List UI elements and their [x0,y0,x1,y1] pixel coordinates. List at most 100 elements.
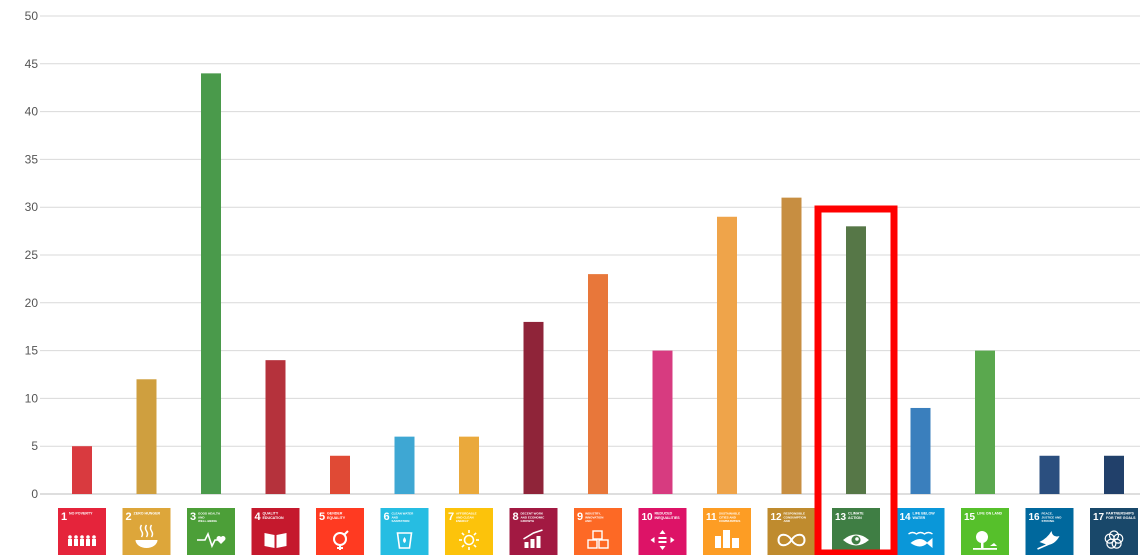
bar-goal-4 [265,360,286,494]
bar-goal-2 [136,379,157,494]
bar-goal-12 [781,197,802,494]
sdg-tile-background [961,508,1009,555]
buildings-icon [715,530,739,548]
bar-goal-6 [394,436,415,494]
family-icon [68,535,96,546]
sdg-tile-title-line: LIFE BELOW [913,512,936,516]
sdg-tile-1: 1 NO POVERTY [58,508,106,555]
sdg-tile-number: 5 [319,511,325,523]
sdg-tile-title-line: CITIES AND [719,515,737,519]
bar-goal-16 [1039,455,1060,494]
highlight-box [814,205,898,555]
sdg-tile-number: 11 [706,512,717,523]
growth-chart-icon [523,529,543,548]
y-tick-label-25: 25 [25,248,39,262]
sdg-tile-background [767,508,816,555]
fish-icon [908,531,933,548]
sdg-tile-number: 15 [964,512,976,523]
sdg-tile-number: 8 [513,511,519,523]
bars [72,73,1124,495]
y-axis-tick-labels: 0 5 10 15 20 25 30 35 40 45 50 [25,9,39,501]
sdg-tile-title-line: PARTNERSHIPS [1106,512,1134,516]
sdg-tile-title-line: JUSTICE AND [1042,515,1063,519]
sdg-tile-title-line: AND [585,519,592,523]
sdg-tile-number: 9 [577,511,583,523]
y-tick-label-0: 0 [31,487,38,501]
sdg-tile-title-line: AND [784,519,791,523]
y-tick-label-40: 40 [25,105,39,119]
bar-goal-11 [717,216,737,494]
sdg-tile-title-line: ZERO HUNGER [134,512,161,516]
sdg-tile-15: 15 LIFE ON LAND [961,508,1009,555]
sdg-tile-title-line: AND CLEAN [456,515,474,519]
y-tick-label-5: 5 [31,439,38,453]
bar-goal-1 [72,446,92,494]
sdg-tile-title-line: STRONG [1042,519,1056,523]
bar-goal-5 [330,455,350,494]
sdg-tile-number: 12 [771,512,783,523]
sdg-tile-background [251,508,300,555]
sdg-tile-background [896,508,945,555]
sdg-tile-background [832,508,880,555]
sdg-goal-tiles: 1 NO POVERTY 2 ZERO HUNGER 3 GOOD HEALTHANDWE… [58,508,1138,555]
sdg-tile-number: 13 [835,512,847,523]
sdg-tile-title-line: CLEAN WATER [392,512,415,516]
sdg-tile-number: 16 [1029,512,1041,523]
sdg-tile-title-line: FOR THE GOALS [1106,516,1136,520]
infinity-icon [777,533,806,547]
sdg-tile-background [1025,508,1074,555]
sdg-tile-title-line: WELL-BEING [198,519,218,523]
sdg-tile-number: 7 [448,511,454,523]
sdg-tile-number: 1 [61,511,67,523]
bar-goal-15 [975,350,995,494]
sdg-tile-title-line: AND [198,515,205,519]
sdg-tile-title-line: EDUCATION [263,516,285,520]
sdg-tile-title-line: CLIMATE [848,512,864,516]
sdg-tile-title-line: EQUALITY [327,516,346,520]
bar-goal-14 [910,407,931,494]
sdg-tile-number: 2 [126,511,132,523]
y-tick-label-45: 45 [25,57,39,71]
dove-icon [1037,531,1060,550]
heartbeat-icon [197,531,226,549]
sdg-tile-title-line: PEACE, [1042,512,1053,516]
sdg-tile-title-line: CONSUMPTION [784,515,807,519]
cubes-icon [587,530,609,549]
sdg-tile-title-line: INEQUALITIES [655,516,681,520]
sdg-tile-title-line: DECENT WORK [521,512,544,516]
sdg-tile-number: 14 [900,512,912,523]
bar-goal-17 [1104,455,1124,494]
sdg-tile-title-line: GENDER [327,512,343,516]
rings-icon [1104,530,1124,549]
tree-icon [973,531,997,550]
highlight-group [814,205,898,555]
sdg-tile-background [187,508,235,555]
bar-goal-7 [459,436,479,494]
y-tick-label-20: 20 [25,296,39,310]
sdg-tile-title-line: AND [392,515,399,519]
eye-globe-icon [843,534,869,546]
sdg-tile-background [58,508,106,555]
sdg-tile-title-line: RESPONSIBLE [784,512,806,516]
sdg-tile-title-line: INDUSTRY, [585,512,601,516]
y-tick-label-35: 35 [25,152,39,166]
sdg-tile-title-line: WATER [913,516,926,520]
sdg-tile-title-line: ENERGY [456,519,469,523]
sdg-tile-background [380,508,429,555]
sdg-tile-title-line: NO POVERTY [69,512,93,516]
equality-icon [650,530,675,550]
bar-goal-3 [201,73,221,495]
sdg-tile-title-line: SANITATION [392,519,410,523]
water-glass-icon [396,532,413,549]
